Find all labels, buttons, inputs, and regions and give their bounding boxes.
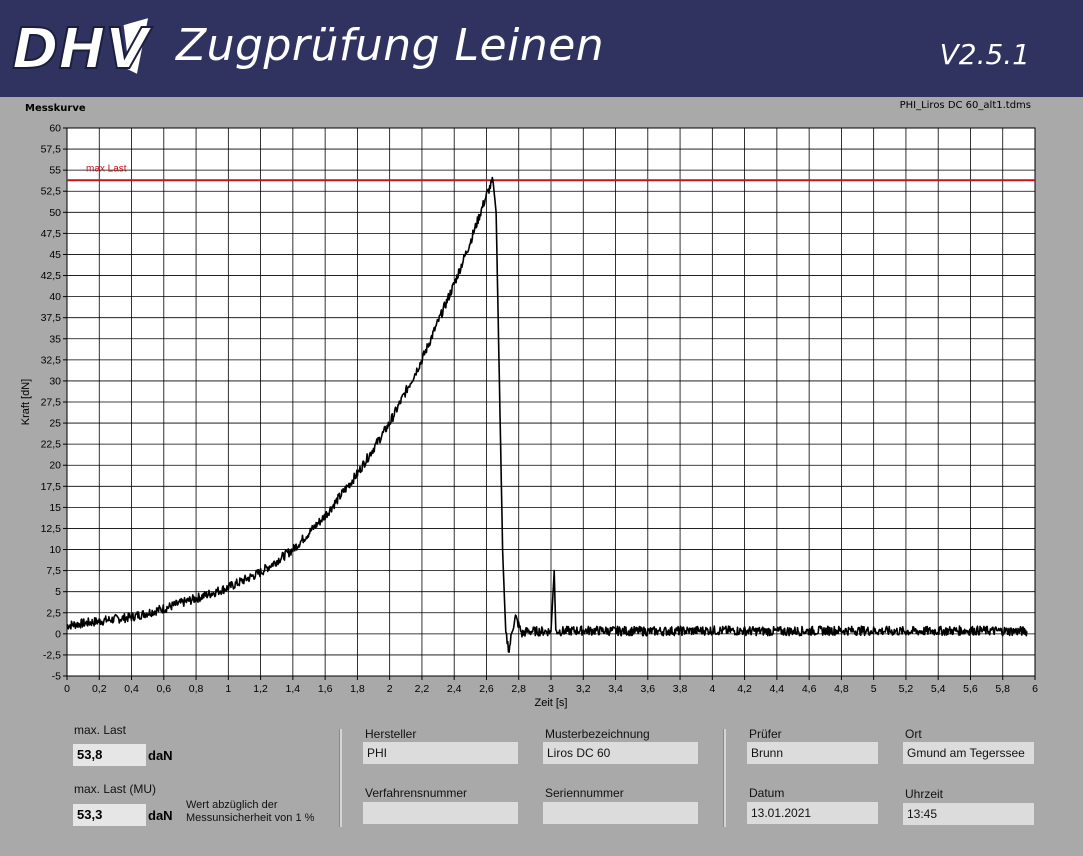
x-tick-label: 2 (387, 683, 393, 695)
y-tick-label: 5 (55, 586, 61, 598)
dhv-logo: DHV (11, 13, 154, 83)
y-tick-label: 12,5 (41, 523, 62, 535)
y-tick-label: 50 (49, 207, 61, 219)
y-tick-label: 25 (49, 418, 61, 430)
x-tick-label: 0,2 (92, 683, 107, 695)
x-tick-label: 4 (709, 683, 715, 695)
datum-field[interactable]: 13.01.2021 (747, 802, 878, 824)
y-tick-label: 17,5 (41, 481, 62, 493)
x-tick-label: 0,4 (124, 683, 139, 695)
max-load-mu-value: 53,3 (73, 804, 146, 826)
x-tick-label: 2,8 (511, 683, 526, 695)
x-tick-label: 3,8 (673, 683, 688, 695)
force-time-chart: -5-2,502,557,51012,51517,52022,52527,530… (20, 123, 1038, 710)
max-load-unit: daN (148, 748, 173, 763)
x-tick-label: 4,8 (834, 683, 849, 695)
x-tick-label: 3,6 (640, 683, 655, 695)
x-tick-label: 6 (1032, 683, 1038, 695)
y-tick-label: -2,5 (43, 649, 61, 661)
pruefer-field[interactable]: Brunn (747, 742, 878, 764)
x-tick-label: 5,8 (995, 683, 1010, 695)
chart-panel-label: Messkurve (25, 103, 86, 114)
app-title: Zugprüfung Leinen (176, 20, 605, 71)
max-load-line-group: max Last (67, 163, 1035, 182)
y-tick-label: 35 (49, 333, 61, 345)
y-tick-label: 45 (49, 249, 61, 261)
x-tick-label: 3,2 (576, 683, 591, 695)
app-header: DHV Zugprüfung Leinen V2.5.1 (0, 0, 1083, 97)
y-tick-label: 30 (49, 375, 61, 387)
version-label: V2.5.1 (939, 38, 1030, 71)
x-tick-label: 2,4 (447, 683, 462, 695)
max-load-field-label: max. Last (74, 723, 127, 737)
uhrzeit-field[interactable]: 13:45 (903, 803, 1034, 825)
ort-field[interactable]: Gmund am Tegerssee (903, 742, 1034, 764)
logo-text: DHV (12, 17, 153, 82)
x-tick-label: 5,6 (963, 683, 978, 695)
series-force-curve (66, 176, 1028, 653)
y-tick-label: 7,5 (46, 565, 61, 577)
max-load-mu-unit: daN (148, 808, 173, 823)
x-tick-label: 5,4 (931, 683, 946, 695)
x-tick-label: 5 (871, 683, 877, 695)
file-name: PHI_Liros DC 60_alt1.tdms (899, 100, 1031, 111)
y-tick-label: 10 (49, 544, 61, 556)
separator (723, 729, 726, 827)
x-tick-label: 4,4 (770, 683, 785, 695)
x-tick-label: 1 (225, 683, 231, 695)
separator (339, 729, 342, 827)
seriennummer-field[interactable] (543, 802, 698, 824)
x-tick-label: 1,4 (286, 683, 301, 695)
x-tick-label: 0,8 (189, 683, 204, 695)
ort-label: Ort (905, 727, 922, 741)
x-tick-labels: 0 0,2 0,4 0,6 0,8 1 1,2 1,4 1,6 1,8 2 2,2 2,4 2,6 2,8 3… (64, 683, 1038, 695)
x-tick-label: 4,6 (802, 683, 817, 695)
max-load-value: 53,8 (73, 744, 146, 766)
x-tick-label: 0 (64, 683, 70, 695)
uhrzeit-label: Uhrzeit (905, 787, 944, 801)
y-axis-label: Kraft [dN] (20, 379, 32, 425)
chart-grid (63, 127, 1036, 680)
seriennummer-label: Seriennummer (545, 786, 624, 800)
y-tick-label: 60 (49, 123, 61, 135)
y-tick-label: 55 (49, 165, 61, 177)
hersteller-field[interactable]: PHI (363, 742, 518, 764)
y-tick-label: 42,5 (41, 270, 62, 282)
x-tick-label: 1,8 (350, 683, 365, 695)
x-tick-label: 2,6 (479, 683, 494, 695)
y-tick-label: 40 (49, 291, 61, 303)
x-tick-label: 3 (548, 683, 554, 695)
x-tick-label: 4,2 (737, 683, 752, 695)
x-tick-label: 1,2 (253, 683, 268, 695)
measurement-uncertainty-note: Wert abzüglich der Messunsicherheit von … (186, 799, 315, 824)
x-tick-label: 1,6 (318, 683, 333, 695)
y-tick-label: 0 (55, 628, 61, 640)
x-tick-label: 2,2 (415, 683, 430, 695)
verfahrensnummer-label: Verfahrensnummer (365, 786, 468, 800)
y-tick-label: 2,5 (46, 607, 61, 619)
y-tick-label: 37,5 (41, 312, 62, 324)
x-tick-label: 0,6 (156, 683, 171, 695)
verfahrensnummer-field[interactable] (363, 802, 518, 824)
datum-label: Datum (749, 786, 785, 800)
x-tick-label: 3,4 (608, 683, 623, 695)
y-tick-label: 47,5 (41, 228, 62, 240)
hersteller-label: Hersteller (365, 727, 417, 741)
pruefer-label: Prüfer (749, 727, 782, 741)
y-tick-label: 20 (49, 460, 61, 472)
musterbezeichnung-field[interactable]: Liros DC 60 (543, 742, 698, 764)
x-tick-label: 5,2 (899, 683, 914, 695)
y-tick-label: -5 (52, 671, 61, 683)
y-tick-labels: -5-2,502,557,51012,51517,52022,52527,530… (41, 123, 62, 683)
y-tick-label: 27,5 (41, 397, 62, 409)
y-tick-label: 22,5 (41, 439, 62, 451)
y-tick-label: 15 (49, 502, 61, 514)
y-tick-label: 52,5 (41, 186, 62, 198)
x-axis-label: Zeit [s] (534, 697, 567, 709)
musterbezeichnung-label: Musterbezeichnung (545, 727, 650, 741)
y-tick-label: 57,5 (41, 144, 62, 156)
max-load-label: max Last (86, 163, 127, 174)
max-load-mu-field-label: max. Last (MU) (74, 782, 157, 796)
y-tick-label: 32,5 (41, 354, 62, 366)
